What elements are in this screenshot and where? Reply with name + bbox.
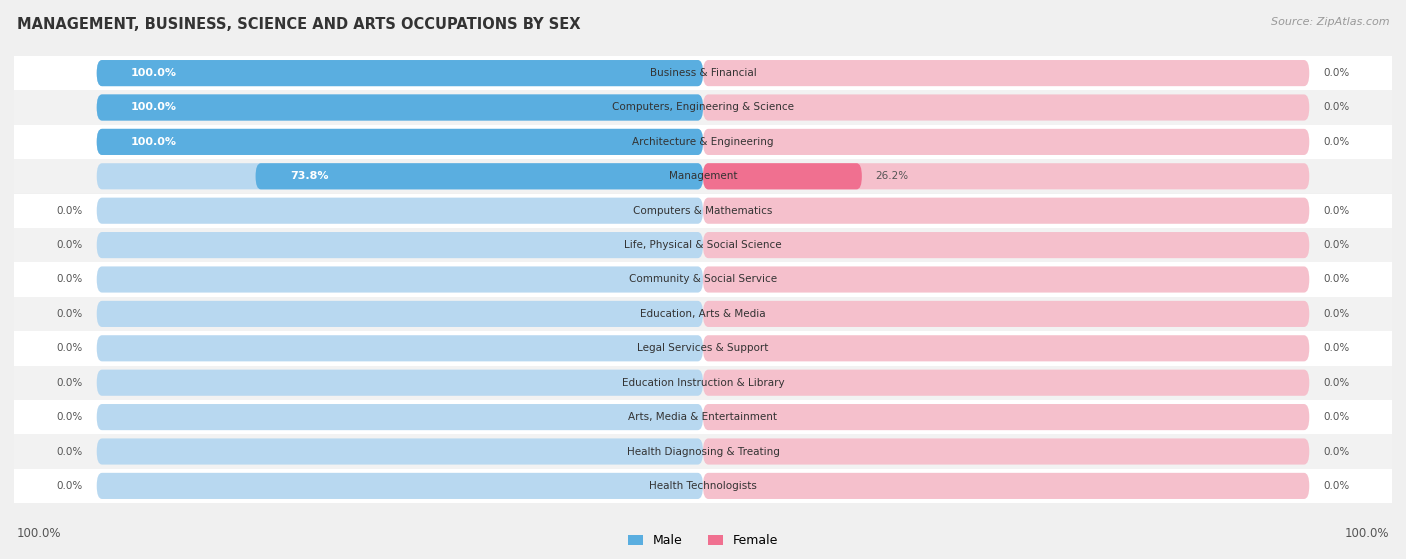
Text: 0.0%: 0.0% bbox=[1323, 240, 1350, 250]
FancyBboxPatch shape bbox=[703, 301, 1309, 327]
FancyBboxPatch shape bbox=[256, 163, 703, 190]
Text: 0.0%: 0.0% bbox=[56, 343, 83, 353]
Text: 100.0%: 100.0% bbox=[131, 137, 177, 147]
Bar bbox=[14, 297, 1392, 331]
Bar bbox=[14, 400, 1392, 434]
Text: Architecture & Engineering: Architecture & Engineering bbox=[633, 137, 773, 147]
Text: Legal Services & Support: Legal Services & Support bbox=[637, 343, 769, 353]
Text: 0.0%: 0.0% bbox=[1323, 274, 1350, 285]
Text: 0.0%: 0.0% bbox=[1323, 206, 1350, 216]
FancyBboxPatch shape bbox=[97, 129, 703, 155]
FancyBboxPatch shape bbox=[97, 129, 703, 155]
Bar bbox=[14, 91, 1392, 125]
FancyBboxPatch shape bbox=[703, 473, 1309, 499]
Bar bbox=[14, 366, 1392, 400]
FancyBboxPatch shape bbox=[97, 335, 703, 361]
Bar bbox=[14, 159, 1392, 193]
Bar bbox=[14, 331, 1392, 366]
FancyBboxPatch shape bbox=[97, 94, 703, 121]
Text: 0.0%: 0.0% bbox=[56, 481, 83, 491]
Text: 0.0%: 0.0% bbox=[1323, 412, 1350, 422]
Text: 0.0%: 0.0% bbox=[56, 412, 83, 422]
Text: 0.0%: 0.0% bbox=[1323, 137, 1350, 147]
Text: 0.0%: 0.0% bbox=[56, 378, 83, 388]
FancyBboxPatch shape bbox=[703, 267, 1309, 292]
Text: 0.0%: 0.0% bbox=[1323, 309, 1350, 319]
FancyBboxPatch shape bbox=[703, 129, 1309, 155]
FancyBboxPatch shape bbox=[703, 232, 1309, 258]
Text: Health Diagnosing & Treating: Health Diagnosing & Treating bbox=[627, 447, 779, 457]
Text: 0.0%: 0.0% bbox=[56, 206, 83, 216]
FancyBboxPatch shape bbox=[97, 369, 703, 396]
Text: 73.8%: 73.8% bbox=[290, 171, 329, 181]
FancyBboxPatch shape bbox=[703, 94, 1309, 121]
FancyBboxPatch shape bbox=[97, 198, 703, 224]
FancyBboxPatch shape bbox=[97, 301, 703, 327]
Text: Arts, Media & Entertainment: Arts, Media & Entertainment bbox=[628, 412, 778, 422]
Text: 0.0%: 0.0% bbox=[1323, 481, 1350, 491]
Text: Management: Management bbox=[669, 171, 737, 181]
Bar bbox=[14, 262, 1392, 297]
Text: 100.0%: 100.0% bbox=[131, 102, 177, 112]
Text: 0.0%: 0.0% bbox=[56, 309, 83, 319]
Text: 0.0%: 0.0% bbox=[1323, 378, 1350, 388]
Text: 0.0%: 0.0% bbox=[56, 240, 83, 250]
FancyBboxPatch shape bbox=[97, 267, 703, 292]
FancyBboxPatch shape bbox=[703, 163, 862, 190]
FancyBboxPatch shape bbox=[703, 335, 1309, 361]
Text: 0.0%: 0.0% bbox=[56, 447, 83, 457]
FancyBboxPatch shape bbox=[97, 404, 703, 430]
Bar bbox=[14, 228, 1392, 262]
FancyBboxPatch shape bbox=[703, 60, 1309, 86]
FancyBboxPatch shape bbox=[703, 369, 1309, 396]
FancyBboxPatch shape bbox=[97, 60, 703, 86]
Bar bbox=[14, 56, 1392, 91]
FancyBboxPatch shape bbox=[703, 163, 1309, 190]
Text: 0.0%: 0.0% bbox=[1323, 343, 1350, 353]
Bar bbox=[14, 193, 1392, 228]
Text: 100.0%: 100.0% bbox=[131, 68, 177, 78]
Text: 0.0%: 0.0% bbox=[56, 274, 83, 285]
Text: Computers, Engineering & Science: Computers, Engineering & Science bbox=[612, 102, 794, 112]
Text: 26.2%: 26.2% bbox=[876, 171, 908, 181]
Text: 100.0%: 100.0% bbox=[1344, 527, 1389, 541]
Text: Education, Arts & Media: Education, Arts & Media bbox=[640, 309, 766, 319]
Text: Community & Social Service: Community & Social Service bbox=[628, 274, 778, 285]
Text: 0.0%: 0.0% bbox=[1323, 447, 1350, 457]
Text: MANAGEMENT, BUSINESS, SCIENCE AND ARTS OCCUPATIONS BY SEX: MANAGEMENT, BUSINESS, SCIENCE AND ARTS O… bbox=[17, 17, 581, 32]
FancyBboxPatch shape bbox=[97, 473, 703, 499]
FancyBboxPatch shape bbox=[97, 94, 703, 121]
Text: Health Technologists: Health Technologists bbox=[650, 481, 756, 491]
FancyBboxPatch shape bbox=[97, 163, 703, 190]
Bar bbox=[14, 468, 1392, 503]
FancyBboxPatch shape bbox=[97, 232, 703, 258]
FancyBboxPatch shape bbox=[97, 438, 703, 465]
Text: Business & Financial: Business & Financial bbox=[650, 68, 756, 78]
FancyBboxPatch shape bbox=[97, 60, 703, 86]
FancyBboxPatch shape bbox=[703, 438, 1309, 465]
Text: 0.0%: 0.0% bbox=[1323, 68, 1350, 78]
Legend: Male, Female: Male, Female bbox=[628, 534, 778, 547]
Text: Computers & Mathematics: Computers & Mathematics bbox=[633, 206, 773, 216]
Bar bbox=[14, 434, 1392, 468]
Text: Source: ZipAtlas.com: Source: ZipAtlas.com bbox=[1271, 17, 1389, 27]
Text: Education Instruction & Library: Education Instruction & Library bbox=[621, 378, 785, 388]
Text: Life, Physical & Social Science: Life, Physical & Social Science bbox=[624, 240, 782, 250]
Text: 100.0%: 100.0% bbox=[17, 527, 62, 541]
Text: 0.0%: 0.0% bbox=[1323, 102, 1350, 112]
FancyBboxPatch shape bbox=[703, 198, 1309, 224]
Bar bbox=[14, 125, 1392, 159]
FancyBboxPatch shape bbox=[703, 404, 1309, 430]
